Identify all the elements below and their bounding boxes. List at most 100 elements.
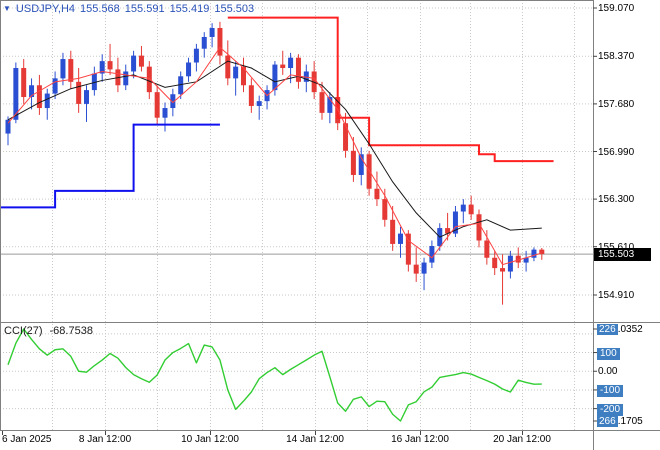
cci-indicator-line: [7, 328, 542, 422]
time-axis-label: 8 Jan 12:00: [78, 434, 132, 445]
candle-body: [445, 228, 451, 234]
cci-minmax-label-prefix: 266: [597, 416, 618, 427]
candle-body: [429, 246, 435, 263]
cci-minmax-label: 266.1705: [597, 416, 643, 427]
price-axis-label: 156.300: [598, 194, 635, 206]
candle-body: [84, 90, 89, 104]
candle-body: [201, 36, 207, 49]
cci-minmax-label-prefix: 226: [597, 324, 618, 335]
cci-level-label: -100: [597, 384, 624, 397]
price-axis-label: 155.610: [598, 242, 634, 253]
cci-axis-label: 0.00: [598, 366, 618, 378]
candle-body: [531, 249, 537, 258]
candle-body: [288, 57, 294, 69]
candle-body: [468, 204, 474, 215]
candle-body: [193, 48, 199, 63]
quote-low: 155.419: [169, 3, 210, 15]
candle-body: [280, 64, 286, 69]
cci-level-label: 100: [597, 347, 620, 360]
time-axis-label: 20 Jan 12:00: [493, 434, 551, 445]
cci-level-label: -200: [597, 403, 624, 416]
indicator-name: CCI(27): [4, 325, 43, 337]
candle-body: [248, 85, 254, 106]
candle-body: [13, 68, 19, 120]
time-axis-label: 6 Jan 2025: [2, 434, 52, 445]
candle-body: [154, 92, 160, 118]
candle-body: [52, 78, 58, 94]
candle-body: [44, 93, 50, 109]
candle-body: [327, 96, 333, 113]
price-axis-label: 154.910: [598, 290, 635, 301]
time-axis-label: 10 Jan 12:00: [181, 434, 239, 445]
candle-body: [382, 199, 388, 220]
candle-body: [91, 73, 97, 91]
candle-body: [492, 257, 498, 269]
candle-body: [162, 108, 168, 118]
candle-body: [476, 214, 482, 241]
cci-minmax-label-rest: .0352: [617, 324, 643, 335]
quote-high: 155.591: [124, 3, 165, 15]
price-axis-label: 157.680: [598, 98, 635, 110]
ohlc-quote: ▼ USDJPY,H4 155.568 155.591 155.419 155.…: [3, 3, 254, 15]
indicator-label: CCI(27) -68.7538: [4, 325, 93, 337]
candle-body: [507, 255, 513, 272]
candle-body: [170, 94, 176, 109]
trend-stop-lower-blue-line: [0, 123, 220, 209]
candle-body: [241, 66, 246, 86]
candle-body: [107, 61, 113, 70]
candle-body: [68, 59, 74, 82]
candle-body: [131, 55, 137, 72]
candle-body: [484, 240, 490, 258]
candle-body: [256, 101, 262, 106]
candle-body: [295, 57, 301, 82]
quote-open: 155.568: [80, 3, 120, 15]
quote-symbol: USDJPY,H4: [15, 3, 76, 15]
candle-body: [225, 55, 231, 79]
price-axis-label: 158.370: [598, 51, 635, 63]
candle-body: [390, 219, 396, 244]
candle-body: [36, 85, 42, 109]
candle-body: [515, 255, 521, 263]
candle-body: [452, 211, 458, 234]
candle-body: [209, 28, 215, 37]
candle-body: [460, 204, 466, 212]
candle-body: [350, 150, 356, 175]
candle-body: [272, 64, 278, 91]
current-price-tag: 155.503: [594, 248, 651, 261]
indicator-value: -68.7538: [49, 325, 93, 337]
candle-body: [138, 55, 144, 67]
candle-body: [233, 66, 239, 79]
candle-body: [421, 262, 427, 274]
candle-body: [374, 188, 380, 200]
candle-body: [398, 233, 403, 244]
candle-body: [99, 61, 105, 74]
symbol-arrow-icon: ▼: [3, 4, 11, 13]
candle-body: [303, 71, 309, 82]
time-axis-label: 14 Jan 12:00: [286, 434, 344, 445]
candle-body: [500, 268, 506, 272]
candle-body: [60, 59, 66, 79]
candle-body: [523, 257, 529, 263]
time-axis[interactable]: 6 Jan 2025 8 Jan 12:00 10 Jan 12:00 14 Jan …: [0, 430, 660, 450]
candle-body: [413, 264, 419, 274]
candle-body: [146, 66, 152, 93]
quote-close: 155.503: [214, 3, 255, 15]
candle-body: [539, 249, 545, 255]
cci-minmax-label-rest: .1705: [617, 416, 643, 427]
price-axis[interactable]: 159.070 158.370 157.680 156.990 156.300 155.6…: [594, 0, 660, 430]
candle-body: [186, 62, 192, 77]
price-axis-label: 156.990: [598, 146, 635, 158]
time-axis-label: 16 Jan 12:00: [391, 434, 449, 445]
candle-body: [319, 92, 325, 113]
ma-fast-red-line: [7, 46, 542, 266]
candle-body: [178, 76, 184, 95]
candle-body: [21, 68, 27, 97]
candle-body: [217, 28, 223, 56]
candle-body: [123, 71, 129, 86]
candle-body: [29, 85, 35, 97]
cci-minmax-label: 226.0352: [597, 324, 643, 335]
